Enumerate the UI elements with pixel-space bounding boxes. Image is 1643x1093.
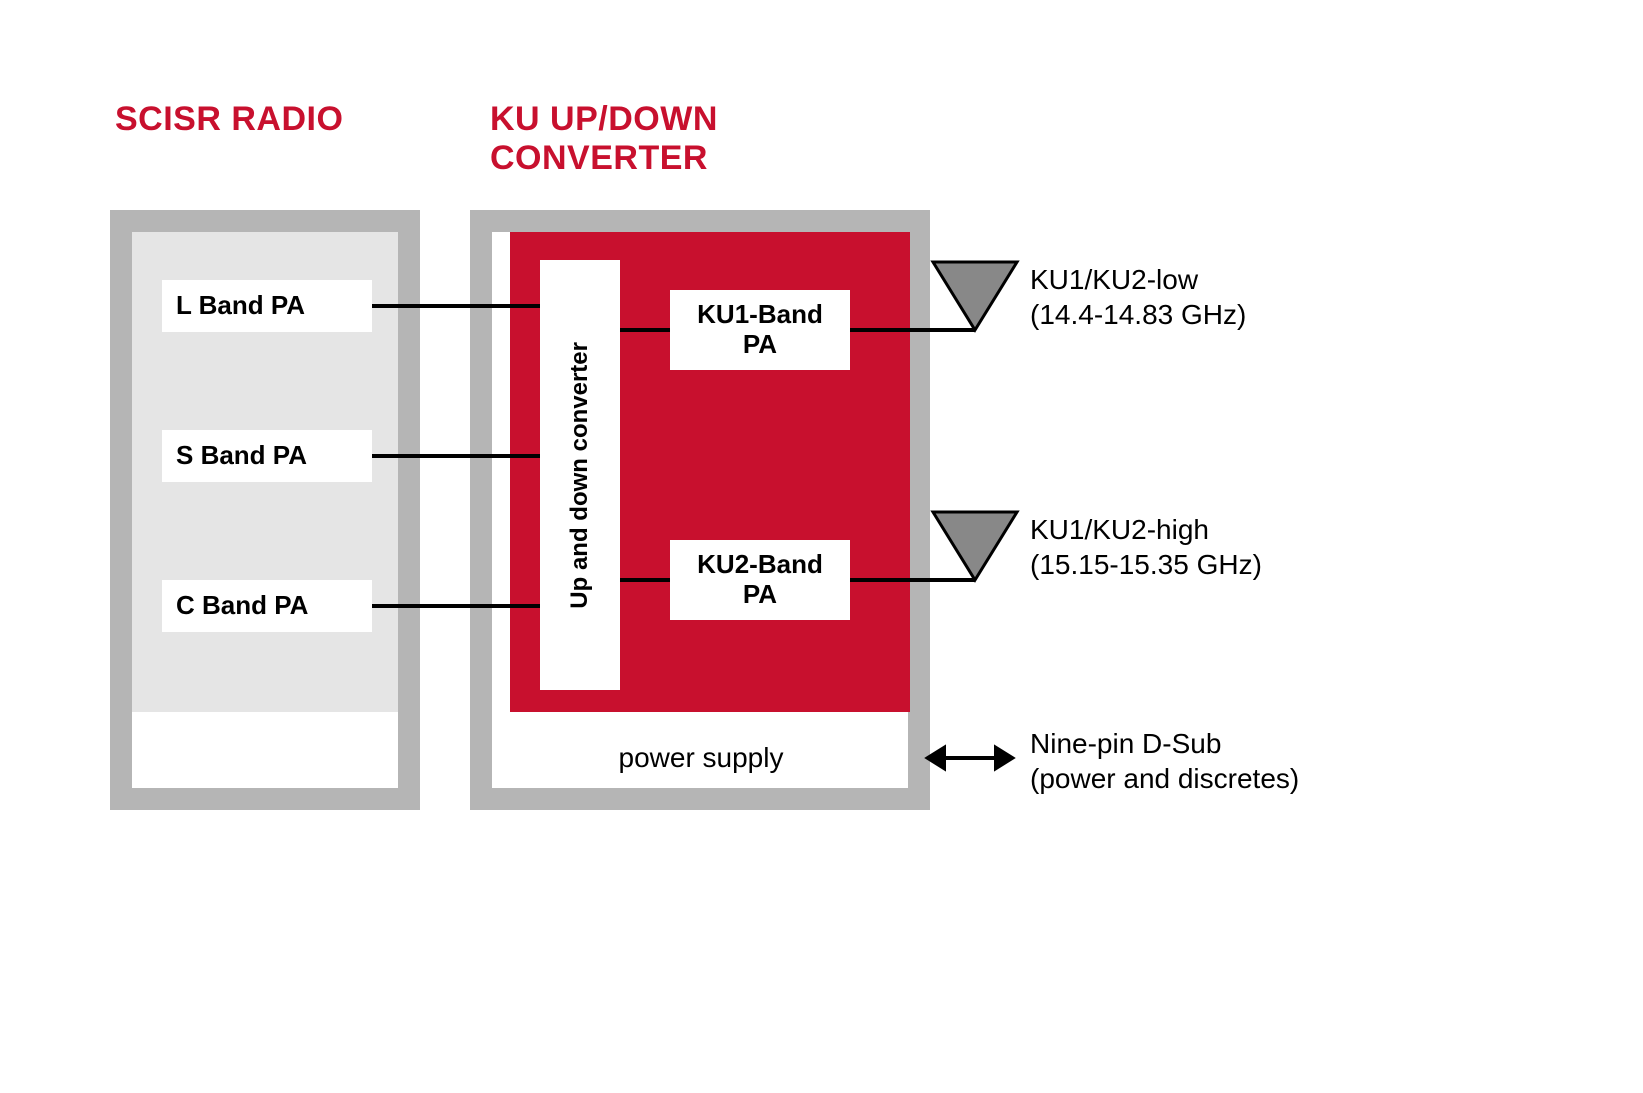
label-up-down-converter: Up and down converter	[566, 342, 594, 609]
box-ku2-band-pa: KU2-Band PA	[670, 540, 850, 620]
box-s-band-pa: S Band PA	[162, 430, 372, 482]
annot-dsub-l1: Nine-pin D-Sub	[1030, 728, 1221, 759]
annot-dsub-l2: (power and discretes)	[1030, 763, 1299, 794]
annot-ku1-low-l2: (14.4-14.83 GHz)	[1030, 299, 1246, 330]
title-ku-line1: KU UP/DOWN	[490, 100, 718, 138]
annot-dsub: Nine-pin D-Sub (power and discretes)	[1030, 726, 1299, 796]
label-ku1-l1: KU1-Band	[697, 300, 823, 330]
box-c-band-pa: C Band PA	[162, 580, 372, 632]
box-scisr-blank	[134, 730, 398, 786]
annot-ku2-high: KU1/KU2-high (15.15-15.35 GHz)	[1030, 512, 1262, 582]
annot-ku1-low-l1: KU1/KU2-low	[1030, 264, 1198, 295]
label-ku2-l1: KU2-Band	[697, 550, 823, 580]
annot-ku2-high-l1: KU1/KU2-high	[1030, 514, 1209, 545]
box-l-band-pa: L Band PA	[162, 280, 372, 332]
box-ku1-band-pa: KU1-Band PA	[670, 290, 850, 370]
annot-ku1-low: KU1/KU2-low (14.4-14.83 GHz)	[1030, 262, 1246, 332]
title-ku-converter: KU UP/DOWN CONVERTER	[490, 100, 718, 178]
title-ku-line2: CONVERTER	[490, 139, 708, 177]
label-ku2-l2: PA	[743, 580, 777, 610]
box-power-supply: power supply	[494, 730, 908, 786]
box-up-down-converter: Up and down converter	[540, 260, 620, 690]
annot-ku2-high-l2: (15.15-15.35 GHz)	[1030, 549, 1262, 580]
label-ku1-l2: PA	[743, 330, 777, 360]
diagram-canvas: SCISR RADIO KU UP/DOWN CONVERTER L Band …	[0, 0, 1643, 1093]
title-scisr-radio: SCISR RADIO	[115, 100, 343, 139]
